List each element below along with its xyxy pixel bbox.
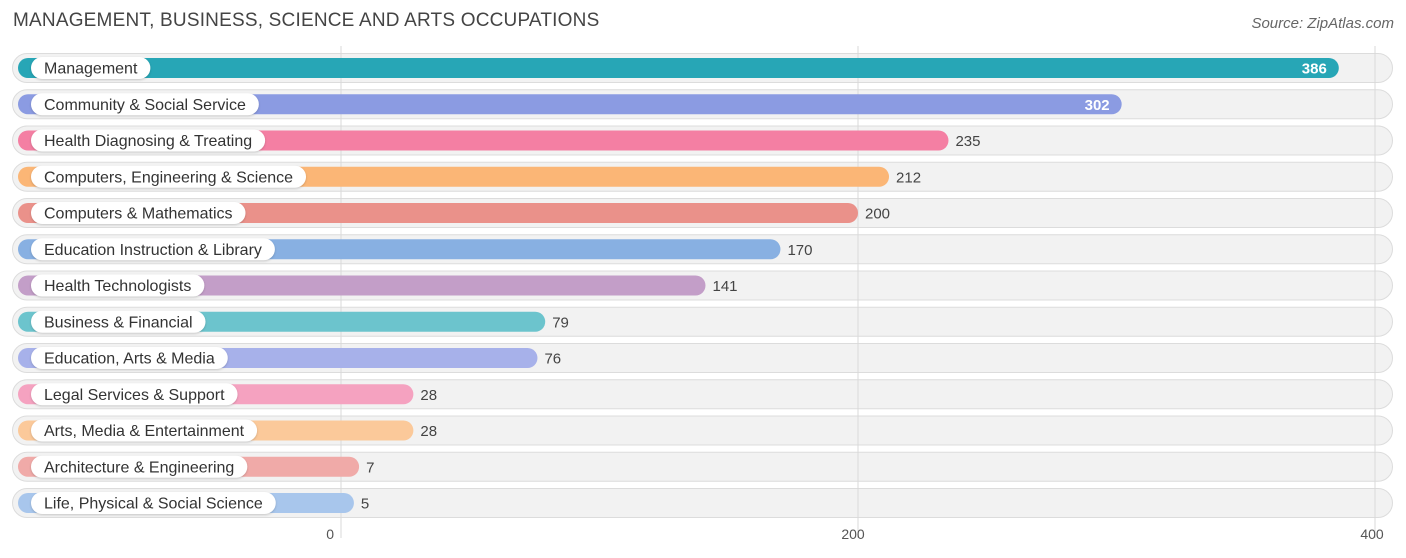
value-label: 200: [865, 206, 890, 223]
bar-row: Architecture & Engineering 7: [18, 455, 374, 478]
category-label: Management: [44, 61, 138, 78]
category-label: Legal Services & Support: [44, 387, 225, 404]
category-label: Education, Arts & Media: [44, 351, 215, 368]
bar-row: Health Diagnosing & Treating 235: [18, 129, 981, 152]
category-label-pill: [31, 419, 258, 442]
category-label: Health Diagnosing & Treating: [44, 133, 252, 150]
bar-row: Arts, Media & Entertainment 28: [18, 419, 437, 442]
value-label: 170: [787, 242, 812, 259]
bar-row: Business & Financial 79: [18, 310, 569, 333]
category-label: Architecture & Engineering: [44, 459, 234, 476]
bar-row: Computers, Engineering & Science 212: [18, 165, 921, 188]
bar-row: Computers & Mathematics 200: [18, 202, 890, 224]
x-tick-label: 400: [1360, 526, 1384, 542]
category-label-pill: [31, 383, 238, 406]
value-label: 386: [1302, 61, 1327, 78]
category-label-pill: [31, 455, 248, 478]
category-label: Life, Physical & Social Science: [44, 496, 263, 513]
category-label-pill: [31, 238, 275, 261]
bar-row: Education Instruction & Library 170: [18, 238, 812, 261]
value-label: 76: [544, 351, 561, 368]
category-label-pill: [31, 347, 228, 369]
row-track: [12, 451, 1393, 482]
value-label: 28: [420, 387, 437, 404]
value-label: 141: [712, 278, 737, 295]
bar: [18, 58, 1339, 78]
category-label-pill: [31, 165, 307, 188]
bar: [18, 94, 1122, 115]
bar-row: Management 386: [18, 57, 1339, 79]
value-label: 7: [366, 459, 374, 476]
value-label: 212: [896, 169, 921, 186]
value-label: 28: [420, 423, 437, 440]
chart-title: MANAGEMENT, BUSINESS, SCIENCE AND ARTS O…: [13, 10, 600, 31]
category-label-pill: [31, 492, 276, 514]
category-label: Computers, Engineering & Science: [44, 169, 293, 186]
category-label: Education Instruction & Library: [44, 242, 262, 259]
bar-row: Education, Arts & Media 76: [18, 347, 561, 369]
category-label: Business & Financial: [44, 314, 193, 331]
value-label: 79: [552, 314, 569, 331]
category-label: Health Technologists: [44, 278, 191, 295]
value-label: 235: [955, 133, 980, 150]
x-tick-label: 200: [841, 526, 865, 542]
value-label: 302: [1085, 97, 1110, 114]
x-tick-label: 0: [326, 526, 334, 542]
category-label-pill: [31, 129, 266, 152]
value-label: 5: [361, 496, 369, 513]
bar-row: Life, Physical & Social Science 5: [18, 492, 369, 514]
row-track: [12, 488, 1393, 518]
category-label-pill: [31, 57, 151, 79]
bar-row: Community & Social Service 302: [18, 93, 1122, 116]
category-label: Computers & Mathematics: [44, 206, 233, 223]
bar-row: Health Technologists 141: [18, 274, 738, 297]
category-label-pill: [31, 93, 259, 116]
bar-row: Legal Services & Support 28: [18, 383, 437, 406]
category-label-pill: [31, 274, 205, 297]
source-label: Source: ZipAtlas.com: [1251, 15, 1394, 32]
category-label-pill: [31, 202, 246, 224]
bars: Management 386 Community & Social Service 3…: [18, 57, 1339, 514]
category-label: Community & Social Service: [44, 97, 246, 114]
category-label-pill: [31, 310, 206, 333]
category-label: Arts, Media & Entertainment: [44, 423, 245, 440]
